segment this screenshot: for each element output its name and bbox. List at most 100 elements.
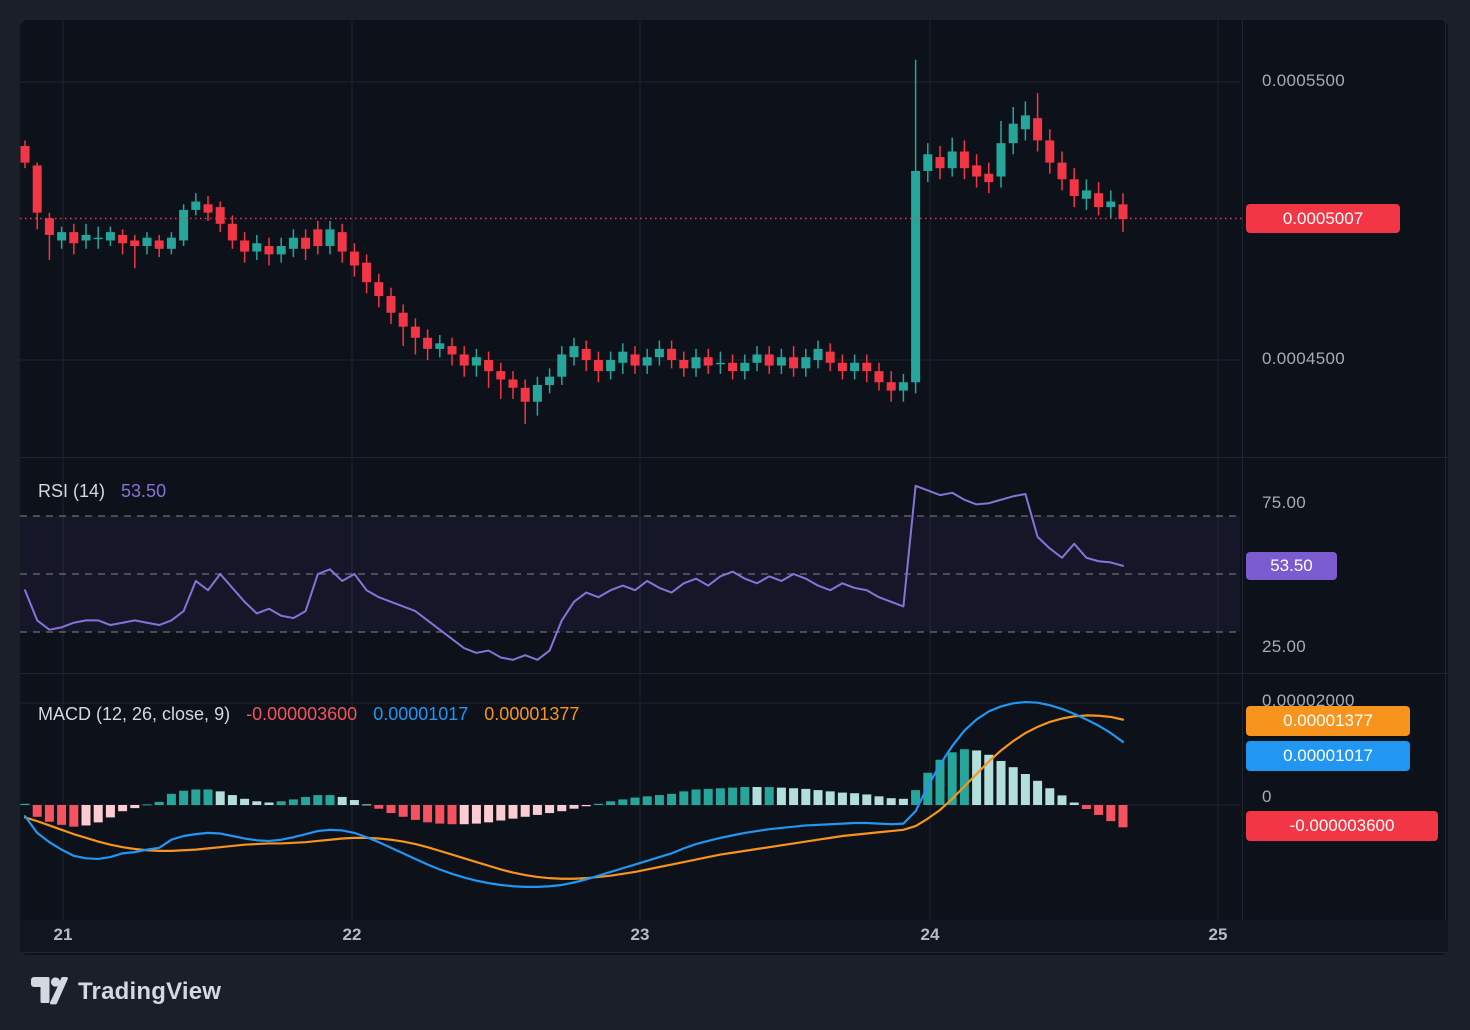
macd-histogram-bar — [752, 787, 762, 805]
date-label: 23 — [630, 925, 650, 944]
macd-histogram-bar — [435, 805, 445, 824]
macd-histogram-bar — [386, 805, 396, 814]
candle-body — [935, 157, 945, 169]
macd-signal-value: 0.00001377 — [484, 704, 580, 724]
candle-body — [862, 362, 872, 372]
rsi-legend-value: 53.50 — [121, 481, 167, 501]
rsi-value-badge: 53.50 — [1246, 552, 1337, 580]
candle-body — [252, 243, 262, 252]
last-price-badge: 0.0005007 — [1246, 204, 1400, 233]
macd-signal-badge: 0.00001377 — [1246, 706, 1410, 736]
candle-body — [362, 262, 372, 283]
macd-histogram-bar — [898, 798, 908, 805]
date-label: 21 — [53, 925, 73, 944]
candle-body — [984, 173, 994, 183]
candle-body — [423, 337, 433, 349]
macd-histogram-bar — [447, 805, 457, 825]
macd-histogram-bar — [57, 805, 67, 825]
candle-body — [667, 348, 677, 360]
date-label: 24 — [920, 925, 940, 944]
candle-body — [752, 354, 762, 363]
macd-histogram-bar — [557, 805, 567, 812]
macd-histogram-bar — [935, 759, 945, 805]
macd-histogram-bar — [654, 795, 664, 805]
macd-histogram-bar — [728, 787, 738, 805]
candle-body — [972, 165, 982, 177]
candle-body — [191, 201, 201, 210]
macd-histogram-bar — [484, 805, 494, 823]
macd-histogram-badge: -0.000003600 — [1246, 811, 1438, 841]
price-axis-label: 0.0004500 — [1262, 349, 1346, 368]
candle-body — [459, 354, 469, 366]
pane-separator[interactable] — [20, 457, 1448, 458]
macd-histogram-bar — [862, 794, 872, 805]
candle-body — [154, 240, 164, 249]
macd-histogram-bar — [69, 805, 79, 827]
macd-histogram-bar — [1020, 774, 1030, 805]
macd-histogram-bar — [593, 803, 603, 805]
tradingview-logo-text: TradingView — [78, 978, 222, 1005]
macd-histogram-bar — [374, 805, 384, 809]
candle-body — [703, 357, 713, 366]
macd-histogram-bar — [789, 788, 799, 805]
candle-body — [276, 246, 286, 255]
candle-body — [813, 348, 823, 360]
candle-body — [130, 240, 140, 247]
candle-body — [484, 360, 494, 372]
candle-body — [947, 151, 957, 169]
macd-axis-label-zero: 0 — [1262, 787, 1272, 806]
macd-histogram-bar — [764, 787, 774, 805]
candle-body — [227, 223, 237, 241]
macd-histogram-bar — [776, 787, 786, 805]
macd-histogram-bar — [630, 797, 640, 805]
candle-body — [1081, 190, 1091, 199]
macd-histogram-bar — [325, 795, 335, 805]
macd-histogram-bar — [996, 760, 1006, 805]
candle-body — [996, 143, 1006, 177]
candle-body — [349, 251, 359, 266]
macd-histogram-bar — [715, 788, 725, 805]
candle-body — [715, 362, 725, 365]
macd-histogram-bar — [179, 790, 189, 805]
macd-histogram-bar — [959, 749, 969, 805]
tradingview-attribution[interactable]: TradingView — [30, 977, 221, 1007]
macd-signal-line — [23, 714, 1125, 880]
time-axis[interactable] — [20, 920, 1448, 952]
candle-body — [264, 246, 274, 255]
candle-body — [1057, 162, 1067, 180]
macd-histogram-bar — [886, 798, 896, 805]
macd-histogram-bar — [1033, 780, 1043, 805]
candle-body — [508, 379, 518, 388]
macd-histogram-bar — [1057, 795, 1067, 805]
macd-line — [23, 700, 1125, 888]
rsi-legend-title: RSI (14) — [38, 481, 106, 501]
widget-right-border — [1445, 20, 1446, 952]
macd-histogram-bar — [288, 799, 298, 805]
candle-body — [764, 354, 774, 366]
candle-body — [618, 351, 628, 363]
candle-body — [606, 360, 616, 372]
macd-histogram-bar — [740, 787, 750, 805]
pane-separator[interactable] — [20, 673, 1448, 674]
macd-histogram-bar — [569, 805, 579, 809]
macd-histogram-bar — [166, 793, 176, 805]
macd-histogram-bar — [276, 801, 286, 805]
candle-body — [691, 357, 701, 369]
macd-legend[interactable]: MACD (12, 26, close, 9) -0.000003600 0.0… — [38, 704, 579, 725]
macd-histogram-bar — [642, 796, 652, 805]
candle-body — [740, 362, 750, 372]
macd-histogram-bar — [1106, 805, 1116, 822]
candle-body — [959, 151, 969, 169]
macd-histogram-bar — [203, 789, 213, 805]
macd-histogram-bar — [801, 788, 811, 805]
rsi-legend[interactable]: RSI (14) 53.50 — [38, 481, 166, 502]
macd-histogram-value: -0.000003600 — [246, 704, 358, 724]
candle-body — [1069, 179, 1079, 196]
candle-body — [215, 207, 225, 224]
candle-body — [447, 346, 457, 355]
candle-body — [886, 382, 896, 391]
candle-body — [1118, 204, 1128, 220]
macd-histogram-bar — [191, 789, 201, 805]
macd-histogram-bar — [215, 791, 225, 805]
